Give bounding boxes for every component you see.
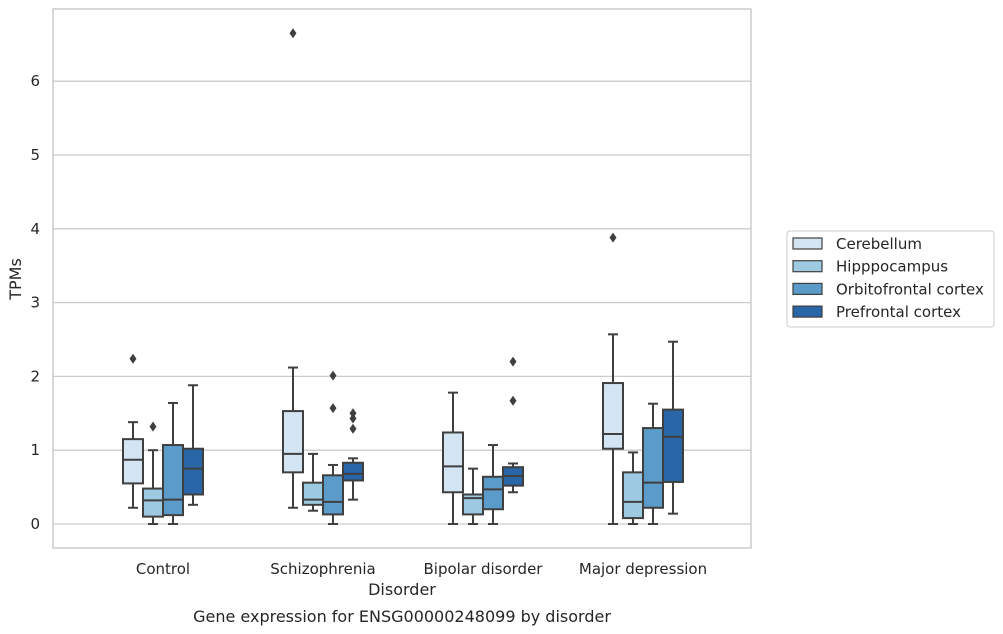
- box-iqr: [602, 382, 624, 450]
- legend-swatch: [792, 282, 823, 295]
- legend: Cerebellum Hipppocampus Orbitofrontal cort…: [786, 230, 995, 328]
- box-prefrontal-cortex: [182, 384, 204, 506]
- outlier-point: [349, 408, 357, 419]
- y-tick-label: 1: [30, 441, 40, 459]
- legend-label: Cerebellum: [836, 235, 922, 253]
- box-iqr: [322, 474, 344, 516]
- legend-swatch: [792, 237, 823, 250]
- box-prefrontal-cortex: [342, 408, 364, 501]
- box-cerebellum: [602, 232, 624, 525]
- legend-label: Orbitofrontal cortex: [836, 280, 984, 298]
- legend-label: Prefrontal cortex: [836, 303, 961, 321]
- box-iqr: [182, 447, 204, 496]
- outlier-point: [149, 421, 157, 432]
- box-hipppocampus: [622, 451, 644, 525]
- box-prefrontal-cortex: [502, 356, 524, 494]
- y-tick-labels: 0 1 2 3 4 5 6: [30, 72, 40, 533]
- outlier-point: [509, 395, 517, 406]
- box-iqr: [662, 408, 684, 483]
- outlier-point: [609, 232, 617, 243]
- legend-swatch: [792, 260, 823, 273]
- outlier-point: [129, 353, 137, 364]
- legend-label: Hipppocampus: [836, 258, 948, 276]
- y-axis-label: TPMs: [6, 258, 25, 301]
- box-cerebellum: [442, 391, 464, 525]
- outlier-point: [349, 423, 357, 434]
- box-iqr: [122, 438, 144, 485]
- box-orbitofrontal-cortex: [482, 444, 504, 525]
- chart-caption: Gene expression for ENSG00000248099 by d…: [193, 607, 611, 626]
- y-tick-label: 5: [30, 146, 40, 164]
- x-tick-label: Control: [136, 560, 190, 578]
- y-tick-label: 4: [30, 220, 40, 238]
- box-iqr: [142, 487, 164, 518]
- box-iqr: [342, 461, 364, 482]
- box-iqr: [442, 431, 464, 494]
- x-axis-label: Disorder: [368, 580, 436, 599]
- box-cerebellum: [282, 28, 304, 509]
- box-orbitofrontal-cortex: [322, 370, 344, 525]
- outlier-point: [509, 356, 517, 367]
- x-tick-labels: Control Schizophrenia Bipolar disorder Majo…: [136, 560, 707, 578]
- outlier-point: [289, 28, 297, 39]
- x-tick-label: Major depression: [579, 560, 707, 578]
- y-tick-label: 3: [30, 294, 40, 312]
- box-iqr: [622, 471, 644, 520]
- y-tick-label: 6: [30, 72, 40, 90]
- box-orbitofrontal-cortex: [642, 402, 664, 525]
- box-iqr: [302, 481, 324, 506]
- box-iqr: [162, 444, 184, 517]
- box-prefrontal-cortex: [662, 340, 684, 515]
- plot-frame: [52, 8, 752, 549]
- x-tick-label: Schizophrenia: [270, 560, 375, 578]
- boxes: [122, 28, 684, 525]
- box-iqr: [482, 475, 504, 511]
- box-iqr: [642, 427, 664, 509]
- outlier-point: [329, 370, 337, 381]
- box-iqr: [282, 410, 304, 474]
- outlier-point: [349, 413, 357, 424]
- legend-swatch: [792, 305, 823, 318]
- box-hipppocampus: [142, 421, 164, 525]
- box-cerebellum: [122, 353, 144, 509]
- outlier-point: [329, 403, 337, 414]
- y-tick-label: 2: [30, 367, 40, 385]
- x-tick-label: Bipolar disorder: [424, 560, 544, 578]
- legend-frame: [786, 230, 995, 328]
- y-tick-label: 0: [30, 515, 40, 533]
